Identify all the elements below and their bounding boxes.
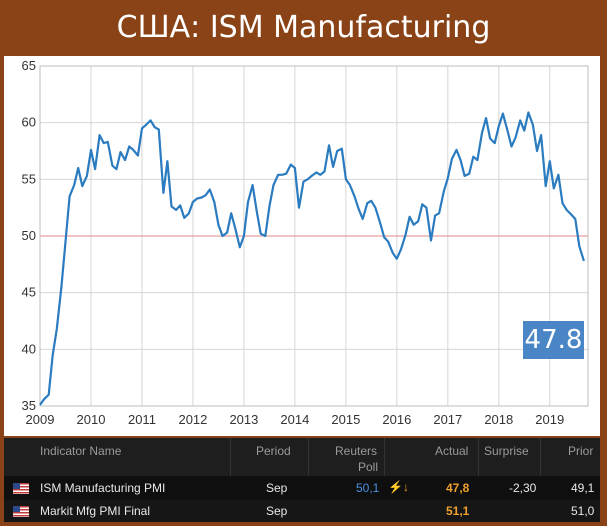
- y-tick-label: 35: [22, 398, 36, 413]
- header-divider: [384, 438, 385, 476]
- header-divider: [540, 438, 541, 476]
- y-tick-label: 65: [22, 58, 36, 73]
- y-tick-label: 60: [22, 115, 36, 130]
- prior-value: 51,0: [571, 504, 595, 518]
- latest-value-badge: 47.8: [523, 321, 584, 359]
- surprise-down-icon: ⚡↓: [388, 480, 409, 494]
- y-tick-label: 40: [22, 341, 36, 356]
- header-period: Period: [256, 444, 291, 458]
- actual-value: 51,1: [446, 504, 470, 518]
- y-tick-label: 50: [22, 228, 36, 243]
- period-value: Sep: [266, 504, 288, 518]
- x-tick-label: 2010: [77, 412, 106, 427]
- x-tick-label: 2019: [535, 412, 564, 427]
- header-actual: Actual: [435, 444, 469, 458]
- x-tick-label: 2011: [128, 412, 156, 427]
- x-tick-label: 2013: [229, 412, 258, 427]
- indicator-table: Indicator Name Period Reuters Poll Actua…: [4, 438, 600, 522]
- header-divider: [478, 438, 479, 476]
- chart-title: США: ISM Manufacturing: [116, 9, 491, 45]
- actual-value: 47,8: [446, 481, 470, 495]
- header-prior: Prior: [568, 444, 594, 458]
- indicator-name: ISM Manufacturing PMI: [40, 481, 166, 495]
- header-poll-line1: Reuters: [335, 444, 378, 458]
- series-line: [39, 111, 585, 406]
- surprise-value: -2,30: [509, 481, 537, 495]
- x-tick-label: 2017: [433, 412, 462, 427]
- x-tick-label: 2015: [331, 412, 360, 427]
- header-indicator: Indicator Name: [40, 444, 122, 458]
- period-value: Sep: [266, 481, 288, 495]
- x-tick-label: 2014: [280, 412, 309, 427]
- plot-area-border: [39, 65, 589, 407]
- y-tick-label: 55: [22, 171, 36, 186]
- us-flag-icon: [13, 506, 29, 517]
- x-tick-label: 2009: [26, 412, 55, 427]
- table-row[interactable]: Markit Mfg PMI Final Sep 51,1 51,0: [4, 500, 600, 522]
- header-poll-line2: Poll: [358, 460, 379, 474]
- chart-panel: 35 40 45 50 55 60 65 2009 2010 2011 2012 2013 2014 20…: [4, 56, 600, 436]
- x-tick-label: 2012: [178, 412, 207, 427]
- x-tick-label: 2016: [382, 412, 411, 427]
- prior-value: 49,1: [571, 481, 595, 495]
- table-row[interactable]: ISM Manufacturing PMI Sep 50,1 ⚡↓ 47,8 -…: [4, 477, 600, 499]
- x-tick-label: 2018: [484, 412, 513, 427]
- header-divider: [230, 438, 231, 476]
- poll-value: 50,1: [356, 481, 380, 495]
- us-flag-icon: [13, 483, 29, 494]
- y-tick-label: 45: [22, 285, 36, 300]
- header-divider: [308, 438, 309, 476]
- indicator-name: Markit Mfg PMI Final: [40, 504, 151, 518]
- line-chart: 35 40 45 50 55 60 65 2009 2010 2011 2012 2013 2014 20…: [22, 58, 589, 427]
- header-surprise: Surprise: [484, 444, 529, 458]
- table-header: Indicator Name Period Reuters Poll Actua…: [4, 438, 600, 476]
